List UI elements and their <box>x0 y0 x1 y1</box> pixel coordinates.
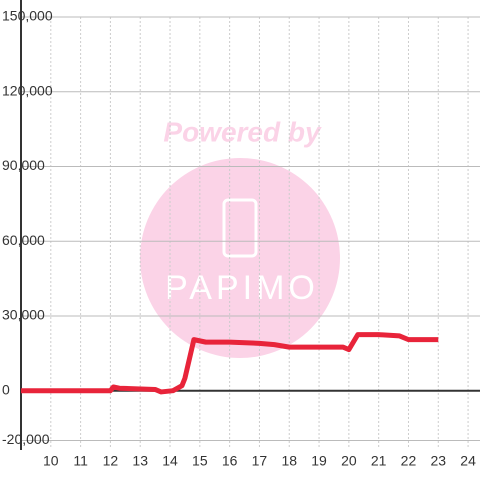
x-tick-label: 16 <box>222 453 238 469</box>
x-tick-label: 19 <box>311 453 327 469</box>
x-tick-label: 17 <box>252 453 268 469</box>
y-tick-label: 150,000 <box>2 8 53 24</box>
y-tick-label: 60,000 <box>2 232 45 248</box>
x-tick-label: 15 <box>192 453 208 469</box>
y-tick-label: 0 <box>2 381 10 397</box>
watermark-logo: PAPIMO <box>165 269 319 307</box>
x-tick-label: 13 <box>132 453 148 469</box>
x-tick-label: 14 <box>162 453 178 469</box>
x-tick-label: 21 <box>371 453 387 469</box>
y-tick-label: 30,000 <box>2 307 45 323</box>
x-tick-label: 24 <box>460 453 476 469</box>
data-line <box>21 332 439 395</box>
x-tick-label: 23 <box>430 453 446 469</box>
y-tick-label: -20,000 <box>2 431 50 447</box>
x-tick-label: 20 <box>341 453 357 469</box>
x-tick-label: 22 <box>401 453 417 469</box>
watermark-circle <box>140 158 340 358</box>
watermark-icon <box>222 198 258 258</box>
x-tick-label: 10 <box>43 453 59 469</box>
x-tick-label: 18 <box>281 453 297 469</box>
x-tick-label: 11 <box>73 453 88 469</box>
x-tick-label: 12 <box>103 453 119 469</box>
y-tick-label: 90,000 <box>2 157 45 173</box>
y-tick-label: 120,000 <box>2 82 53 98</box>
watermark-text: Powered by <box>163 116 322 147</box>
